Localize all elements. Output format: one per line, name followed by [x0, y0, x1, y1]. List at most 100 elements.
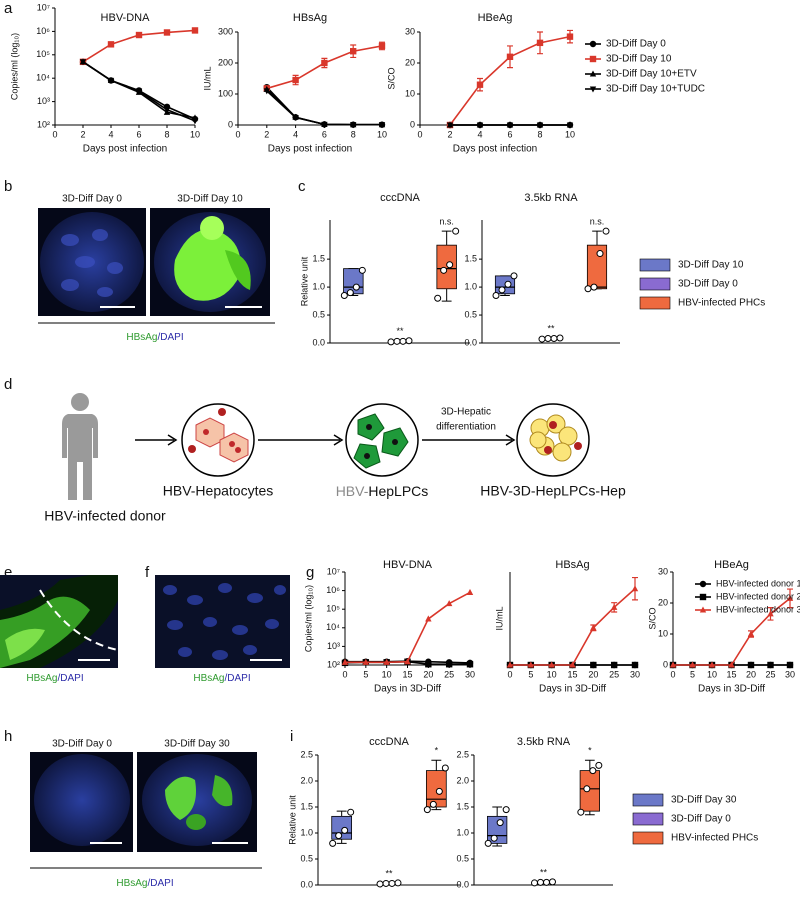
chart-title: cccDNA	[380, 192, 420, 204]
box	[425, 770, 447, 808]
x-tick-label: 8	[351, 129, 356, 139]
data-point	[492, 291, 500, 299]
x-tick-label: 0	[235, 129, 240, 139]
micrograph	[30, 752, 133, 852]
marker	[767, 610, 774, 617]
data-point	[352, 283, 360, 291]
cell-diagram	[345, 403, 419, 477]
y-tick-label: 10²	[37, 119, 50, 129]
x-tick-label: 4	[108, 129, 113, 139]
x-tick-label: 5	[528, 669, 533, 679]
legend-swatch	[632, 812, 664, 826]
y-tick-label: 2.5	[456, 749, 469, 759]
marker	[445, 600, 453, 607]
chart-title: cccDNA	[369, 736, 409, 748]
panel-label: f	[145, 564, 150, 581]
legend-label: 3D-Diff Day 0	[678, 279, 738, 290]
marker	[321, 59, 328, 67]
marker	[566, 122, 574, 129]
x-tick-label: 5	[363, 669, 368, 679]
y-tick-label: 10⁶	[326, 585, 340, 595]
y-tick-label: 10⁶	[36, 26, 50, 36]
data-point	[423, 806, 431, 814]
legend-marker	[589, 40, 597, 48]
separator: /	[148, 878, 151, 889]
marker	[466, 588, 474, 595]
legend-swatch	[639, 258, 671, 272]
marker	[383, 658, 390, 665]
x-tick-label: 10	[707, 669, 717, 679]
data-point	[496, 819, 504, 827]
legend-swatch	[632, 793, 664, 807]
micrograph	[150, 208, 270, 316]
panel-label: h	[4, 728, 12, 745]
x-axis-label: Days in 3D-Diff	[539, 684, 606, 695]
x-tick-label: 0	[507, 669, 512, 679]
marker	[378, 122, 386, 129]
caption: HBsAg/DAPI	[116, 878, 173, 889]
legend-label: 3D-Diff Day 10	[606, 54, 672, 65]
legend-marker	[589, 55, 597, 63]
y-tick-label: 300	[218, 26, 233, 36]
marker	[350, 122, 357, 129]
caption: HBsAg/DAPI	[126, 332, 183, 343]
legend-label: HBV-infected PHCs	[671, 833, 758, 844]
data-point	[596, 250, 604, 258]
y-tick-label: 10³	[327, 641, 340, 651]
data-point	[502, 806, 510, 814]
cell-diagram	[516, 403, 590, 477]
marker	[341, 658, 349, 665]
data-point	[510, 272, 518, 280]
legend-swatch	[639, 277, 671, 291]
micrograph	[155, 575, 290, 668]
x-tick-label: 15	[567, 669, 577, 679]
data-point	[387, 338, 395, 346]
marker	[404, 658, 411, 665]
x-axis-label: Days post infection	[83, 144, 168, 155]
y-tick-label: 20	[658, 597, 668, 607]
counterstain: DAPI	[227, 673, 250, 684]
legend-marker	[699, 606, 707, 613]
diagram-label: HBV-HepLPCs	[336, 483, 429, 499]
x-tick-label: 0	[342, 669, 347, 679]
legend-label: HBV-infected PHCs	[678, 298, 765, 309]
y-tick-label: 0	[663, 659, 668, 669]
arrow-label: 3D-Hepatic	[441, 407, 491, 418]
data-point	[550, 335, 558, 343]
y-tick-label: 30	[658, 566, 668, 576]
y-tick-label: 1.0	[312, 281, 325, 291]
legend-label: 3D-Diff Day 10+ETV	[606, 69, 697, 80]
chart-title: HBV-DNA	[383, 559, 433, 571]
y-tick-label: 0.0	[312, 337, 325, 347]
x-tick-label: 2	[80, 129, 85, 139]
data-point	[347, 808, 355, 816]
x-tick-label: 0	[670, 669, 675, 679]
marker	[446, 122, 454, 129]
y-tick-label: 0	[228, 119, 233, 129]
marker	[610, 661, 618, 669]
legend-label: HBV-infected donor 1	[716, 578, 800, 588]
panel-label: i	[290, 728, 293, 745]
x-tick-label: 6	[507, 129, 512, 139]
y-tick-label: 2.0	[300, 775, 313, 785]
x-axis-label: Days post infection	[453, 144, 538, 155]
label-name: HepLPCs	[368, 483, 428, 499]
chart-title: HBsAg	[555, 559, 589, 571]
annotation: **	[540, 867, 548, 877]
marker	[350, 48, 357, 55]
data-point	[341, 826, 349, 834]
data-point	[440, 266, 448, 274]
marker	[569, 661, 576, 668]
micrograph	[0, 575, 119, 668]
x-tick-label: 30	[465, 669, 475, 679]
data-point	[393, 337, 401, 345]
data-point	[498, 286, 506, 294]
legend-swatch	[639, 296, 671, 310]
annotation: **	[547, 323, 555, 333]
marker	[506, 122, 514, 129]
caption: HBsAg/DAPI	[26, 673, 83, 684]
series-line	[510, 588, 636, 666]
marker	[476, 81, 484, 88]
x-tick-label: 10	[565, 129, 575, 139]
